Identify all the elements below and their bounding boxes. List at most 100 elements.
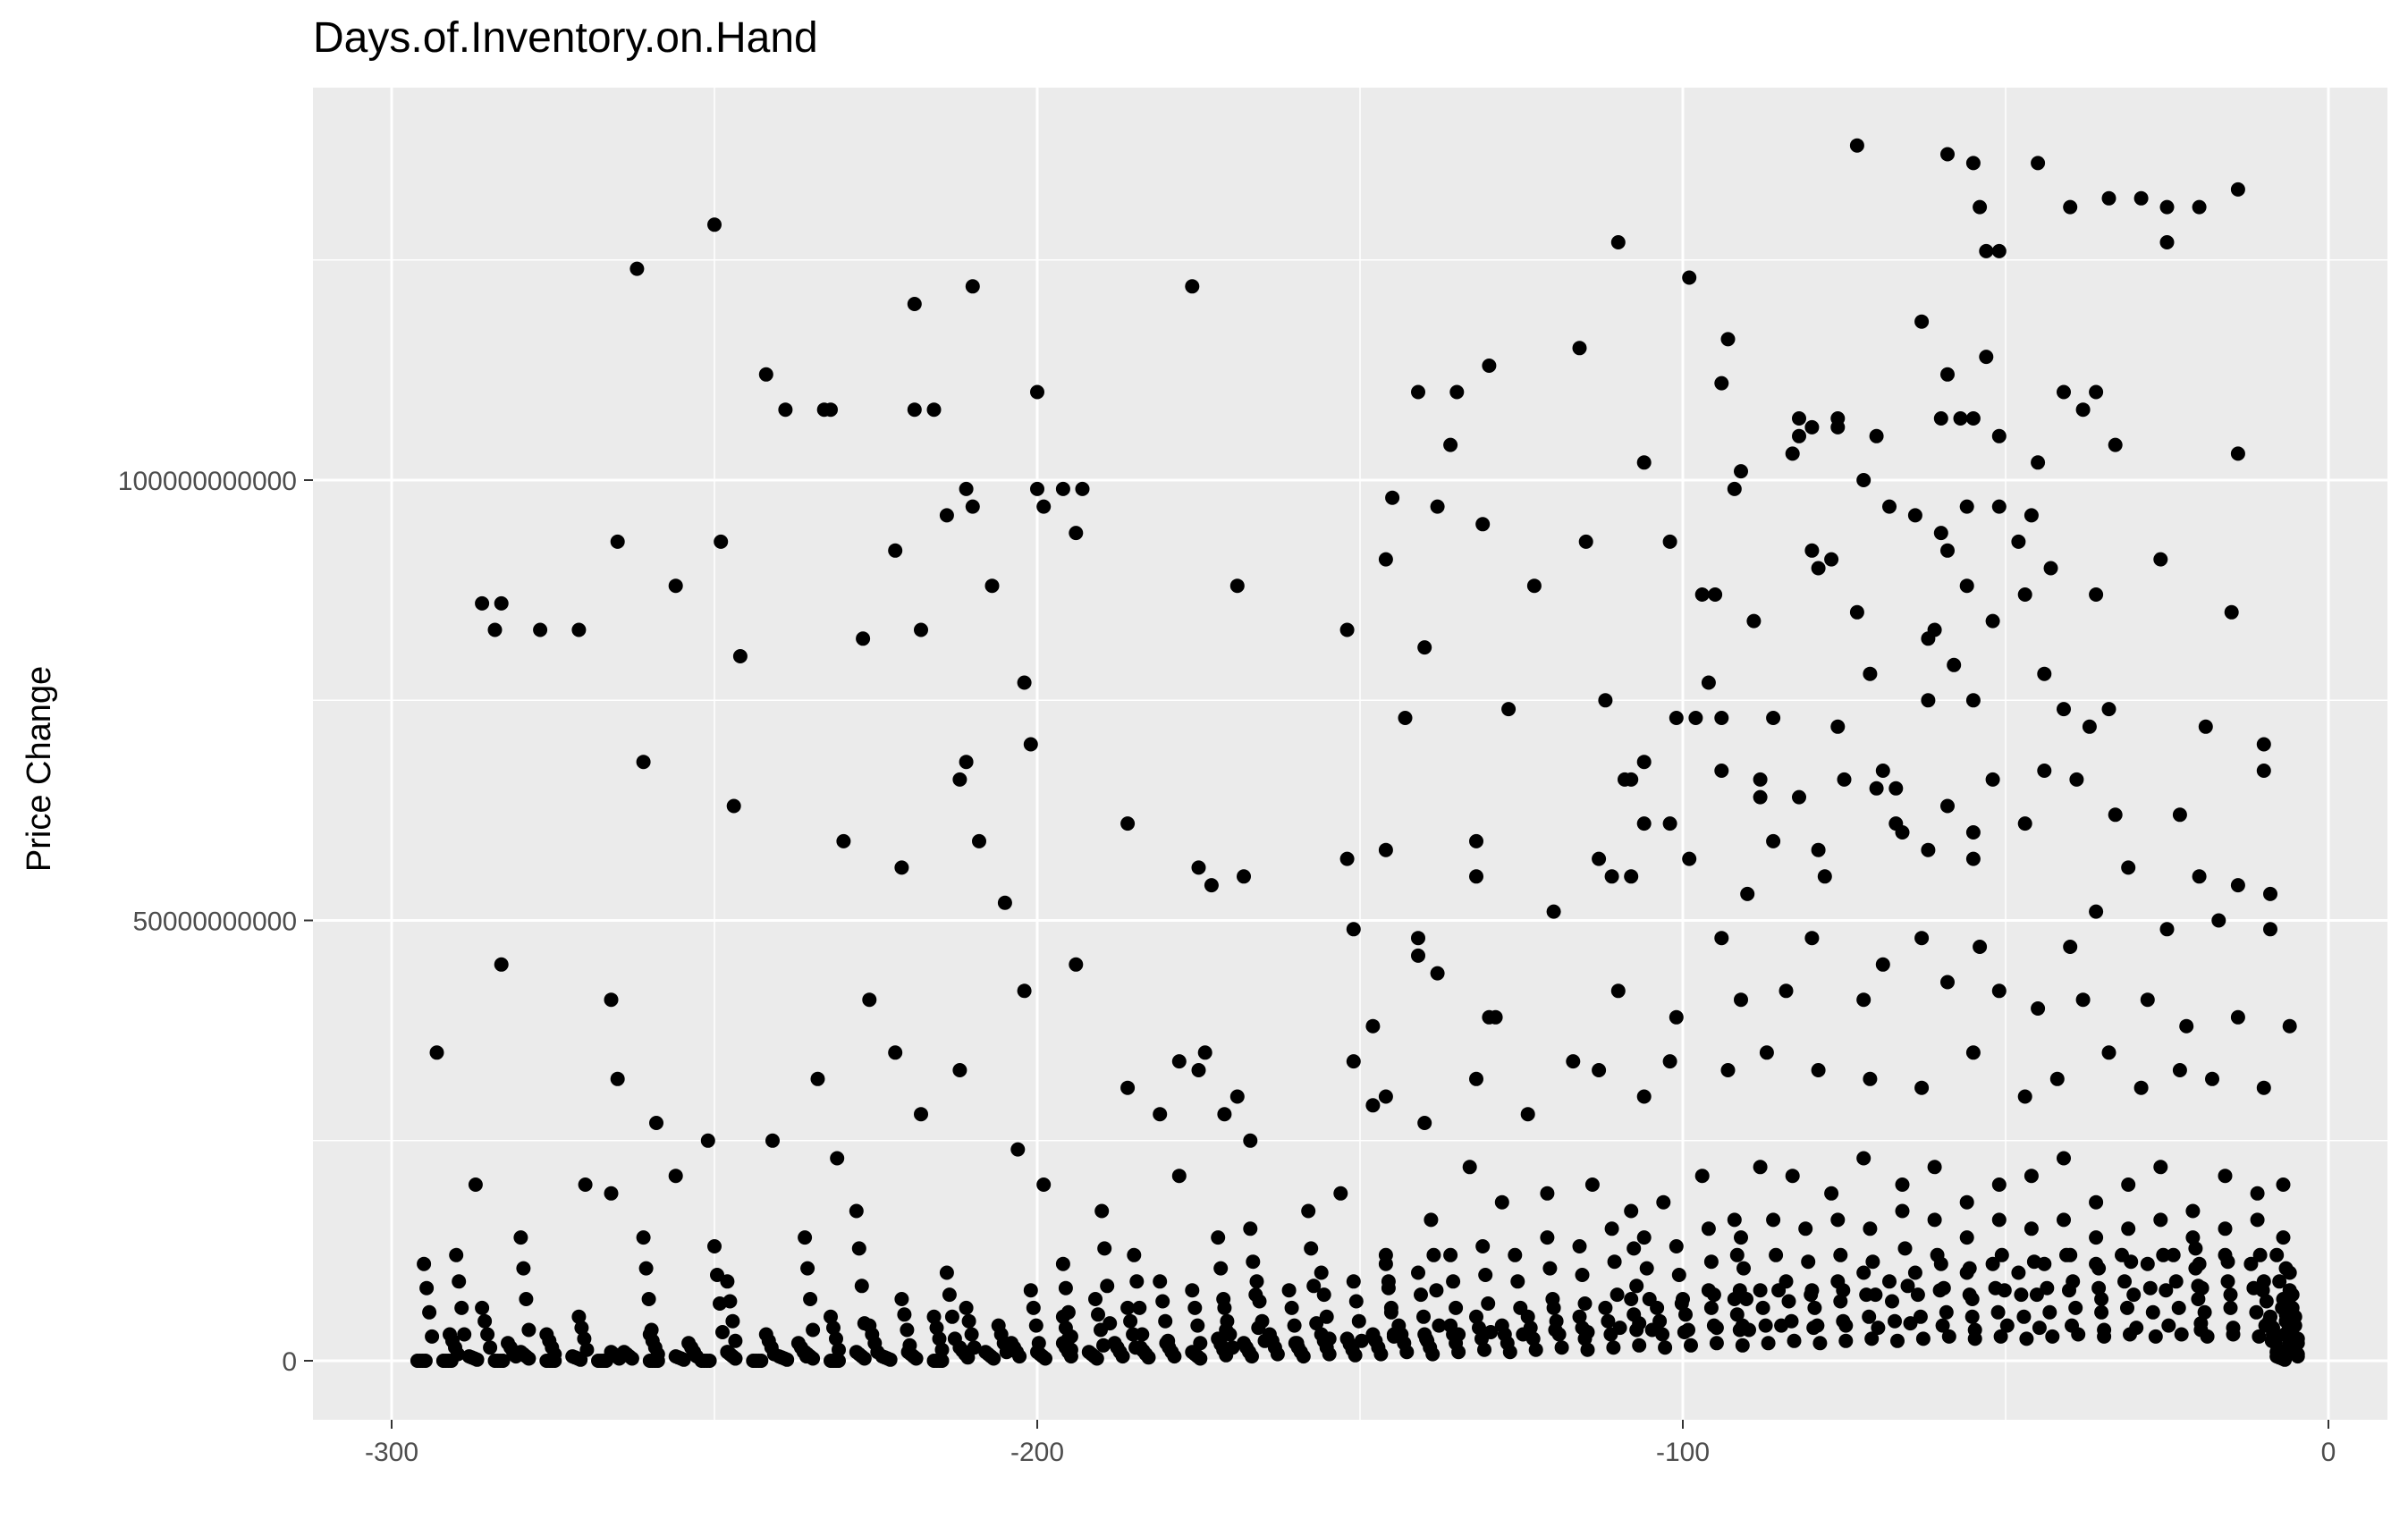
data-point	[700, 1133, 715, 1148]
data-point	[1863, 1071, 1878, 1086]
data-point	[1636, 755, 1652, 770]
data-point	[2277, 1352, 2293, 1367]
data-point	[1914, 314, 1930, 329]
data-point	[1703, 1254, 1719, 1270]
data-point	[2261, 1313, 2277, 1329]
data-point	[2243, 1256, 2259, 1271]
data-point	[1549, 1313, 1564, 1329]
data-point	[1947, 657, 1962, 672]
data-point	[429, 1045, 444, 1060]
data-point	[2042, 1304, 2057, 1320]
data-point	[830, 1151, 845, 1166]
data-point	[2069, 772, 2084, 787]
data-point	[1220, 1313, 1235, 1329]
data-point	[1060, 1304, 1076, 1320]
data-point	[2153, 1160, 2168, 1175]
data-point	[1734, 464, 1748, 479]
data-point	[1204, 878, 1219, 893]
data-point	[952, 772, 967, 787]
data-point	[934, 1354, 950, 1368]
data-point	[2057, 384, 2071, 400]
data-point	[2133, 190, 2149, 206]
data-point	[2014, 1287, 2029, 1303]
data-point	[1804, 931, 1820, 946]
data-point	[798, 1230, 813, 1245]
data-point	[1636, 1089, 1652, 1104]
data-point	[965, 279, 980, 294]
data-point	[1856, 1151, 1871, 1166]
data-point	[1584, 1177, 1600, 1192]
data-point	[2226, 1327, 2241, 1342]
data-point	[1907, 1265, 1922, 1280]
data-point	[1502, 1345, 1517, 1360]
data-point	[2172, 807, 2187, 823]
data-point	[1913, 1309, 1928, 1324]
data-point	[2108, 807, 2123, 823]
data-point	[1734, 992, 1748, 1008]
data-point	[2220, 1254, 2235, 1270]
data-point	[1669, 711, 1684, 725]
data-point	[1378, 842, 1393, 857]
data-point	[1714, 931, 1729, 946]
data-point	[829, 1331, 843, 1346]
data-point	[1959, 578, 1974, 594]
data-point	[952, 1063, 967, 1077]
data-point	[1921, 693, 1936, 708]
data-point	[2218, 1221, 2233, 1236]
data-point	[2198, 719, 2213, 734]
data-point	[1069, 957, 1084, 972]
data-point	[1921, 842, 1936, 857]
data-point	[1900, 1279, 1915, 1294]
data-point	[1378, 552, 1393, 567]
data-point	[1475, 1239, 1491, 1253]
data-point	[1833, 1247, 1848, 1262]
data-point	[2194, 1280, 2209, 1295]
data-point	[2278, 1261, 2294, 1276]
data-point	[1636, 816, 1652, 831]
data-point	[1193, 1336, 1208, 1351]
x-tick-label: 0	[2321, 1438, 2336, 1467]
data-point	[1399, 1345, 1415, 1360]
data-point	[1058, 1321, 1073, 1336]
data-point	[1824, 1186, 1839, 1201]
data-point	[2017, 1089, 2032, 1104]
data-point	[1897, 1241, 1913, 1256]
data-point	[468, 1177, 483, 1192]
data-point	[1306, 1279, 1322, 1294]
data-point	[1991, 1177, 2007, 1192]
data-point	[1127, 1247, 1142, 1262]
data-point	[1229, 1089, 1245, 1104]
data-point	[475, 1300, 490, 1315]
data-point	[1055, 1256, 1070, 1271]
data-point	[1378, 1256, 1393, 1271]
data-point	[2252, 1329, 2267, 1344]
data-point	[972, 833, 986, 848]
data-point	[1941, 1329, 1956, 1344]
data-point	[2089, 1194, 2104, 1210]
data-point	[1862, 1309, 1877, 1324]
data-point	[2031, 1001, 2046, 1016]
data-point	[1636, 455, 1652, 470]
data-point	[1100, 1279, 1115, 1294]
data-point	[1354, 1333, 1369, 1348]
data-point	[1624, 1203, 1639, 1219]
data-point	[1991, 428, 2007, 443]
data-point	[1351, 1313, 1366, 1329]
data-point	[1779, 983, 1794, 999]
data-point	[939, 1265, 954, 1280]
data-point	[2031, 455, 2046, 470]
data-point	[1964, 1309, 1980, 1324]
data-point	[907, 297, 922, 311]
data-point	[2117, 1274, 2132, 1289]
data-point	[2045, 1329, 2060, 1344]
data-point	[2121, 1221, 2136, 1236]
data-point	[1985, 1256, 2000, 1271]
data-point	[2091, 1261, 2107, 1276]
data-point	[2026, 1254, 2041, 1270]
data-point	[1023, 737, 1038, 752]
data-point	[1990, 1304, 2006, 1320]
data-point	[1577, 1296, 1593, 1311]
data-point	[1869, 781, 1884, 796]
data-point	[1523, 1321, 1538, 1336]
data-point	[1610, 235, 1626, 249]
